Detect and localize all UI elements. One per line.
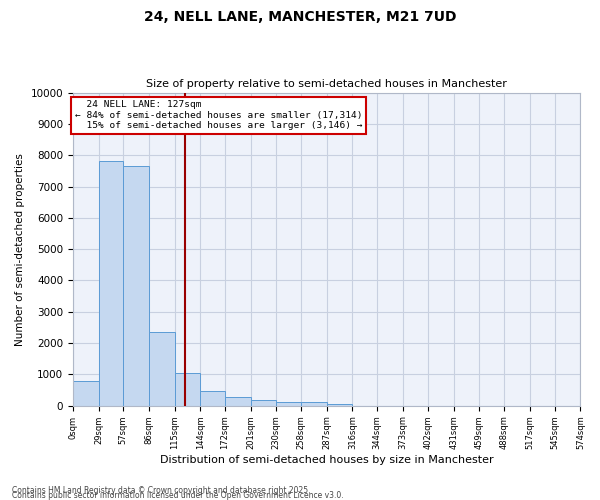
Text: Contains HM Land Registry data © Crown copyright and database right 2025.: Contains HM Land Registry data © Crown c… [12, 486, 311, 495]
Y-axis label: Number of semi-detached properties: Number of semi-detached properties [15, 152, 25, 346]
Bar [200, 392, 225, 406]
Bar [301, 402, 327, 406]
Bar [149, 332, 175, 406]
Bar [175, 373, 200, 406]
Bar [225, 396, 251, 406]
Bar [251, 400, 276, 406]
X-axis label: Distribution of semi-detached houses by size in Manchester: Distribution of semi-detached houses by … [160, 455, 494, 465]
Bar [98, 162, 124, 406]
Bar [327, 404, 352, 406]
Title: Size of property relative to semi-detached houses in Manchester: Size of property relative to semi-detach… [146, 79, 507, 89]
Text: 24 NELL LANE: 127sqm
← 84% of semi-detached houses are smaller (17,314)
  15% of: 24 NELL LANE: 127sqm ← 84% of semi-detac… [74, 100, 362, 130]
Text: Contains public sector information licensed under the Open Government Licence v3: Contains public sector information licen… [12, 491, 344, 500]
Bar [276, 402, 301, 406]
Bar [124, 166, 149, 406]
Text: 24, NELL LANE, MANCHESTER, M21 7UD: 24, NELL LANE, MANCHESTER, M21 7UD [144, 10, 456, 24]
Bar [73, 380, 98, 406]
